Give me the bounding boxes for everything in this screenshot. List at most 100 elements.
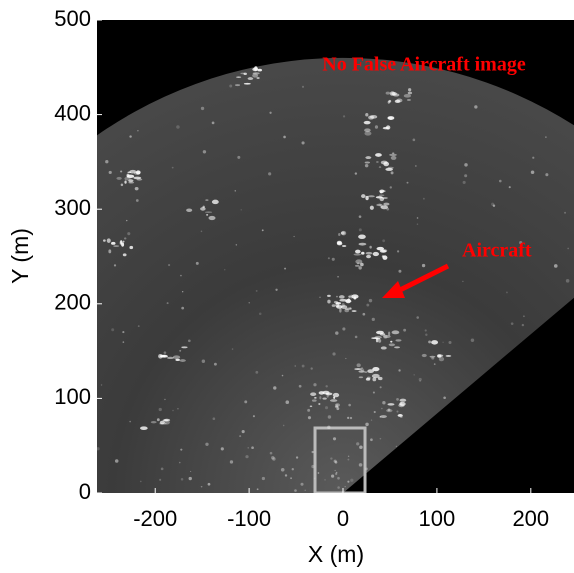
speckle: [462, 280, 464, 283]
speckle: [437, 354, 442, 358]
speckle: [212, 417, 216, 421]
speckle: [530, 170, 535, 174]
speckle: [358, 234, 366, 240]
speckle: [380, 415, 387, 418]
speckle: [359, 445, 363, 450]
speckle: [331, 257, 335, 261]
speckle: [311, 399, 317, 402]
speckle: [120, 170, 123, 173]
speckle: [129, 169, 137, 174]
speckle: [307, 416, 312, 420]
speckle: [62, 476, 64, 478]
speckle: [180, 478, 184, 481]
speckle: [387, 116, 391, 119]
speckle: [116, 176, 122, 180]
speckle: [134, 186, 139, 191]
speckle: [344, 485, 346, 488]
speckle: [275, 288, 278, 291]
speckle: [166, 302, 169, 305]
speckle: [110, 241, 116, 245]
speckle: [294, 489, 297, 492]
speckle: [220, 447, 224, 451]
speckle: [443, 396, 446, 400]
speckle: [396, 397, 399, 401]
speckle: [376, 161, 379, 163]
speckle: [382, 239, 386, 243]
speckle: [406, 181, 409, 184]
speckle: [365, 195, 369, 201]
speckle: [179, 349, 182, 352]
speckle: [364, 163, 369, 168]
speckle: [378, 194, 385, 197]
speckle: [342, 115, 346, 118]
speckle: [365, 467, 368, 471]
annotation-arrow: [394, 263, 450, 295]
speckle: [361, 251, 365, 255]
speckle: [365, 251, 373, 255]
speckle: [158, 407, 162, 412]
speckle: [387, 100, 390, 104]
speckle: [301, 85, 305, 88]
speckle: [380, 346, 387, 350]
speckle: [360, 262, 364, 267]
speckle: [129, 135, 132, 138]
speckle: [462, 180, 466, 184]
speckle: [366, 254, 372, 259]
speckle: [367, 195, 375, 198]
speckle: [344, 307, 352, 310]
speckle: [364, 161, 371, 164]
speckle: [381, 197, 388, 199]
speckle: [442, 341, 444, 344]
speckle: [421, 263, 426, 268]
speckle: [366, 303, 370, 307]
speckle: [358, 463, 363, 467]
speckle: [176, 125, 180, 129]
speckle: [378, 166, 382, 168]
speckle: [255, 370, 259, 374]
speckle: [338, 295, 345, 299]
speckle: [355, 249, 361, 254]
speckle: [419, 380, 422, 382]
speckle: [371, 317, 375, 322]
speckle: [137, 325, 140, 328]
speckle: [335, 472, 338, 476]
speckle: [335, 331, 339, 335]
speckle: [202, 150, 207, 154]
speckle: [365, 422, 369, 427]
speckle: [370, 438, 373, 442]
speckle: [254, 66, 258, 71]
speckle: [294, 365, 297, 367]
speckle: [204, 211, 213, 214]
speckle: [418, 377, 422, 381]
y-tick-label: 100: [54, 384, 91, 409]
speckle: [510, 322, 514, 325]
speckle: [108, 249, 112, 254]
speckle: [208, 215, 216, 221]
speckle: [474, 105, 478, 109]
speckle: [433, 363, 436, 365]
speckle: [108, 170, 112, 175]
speckle: [332, 437, 337, 441]
speckle: [329, 399, 338, 402]
speckle: [334, 460, 338, 464]
speckle: [332, 352, 336, 356]
speckle: [82, 368, 84, 370]
speckle: [97, 447, 100, 451]
speckle: [379, 415, 382, 418]
speckle: [340, 231, 345, 235]
speckle: [159, 420, 165, 425]
speckle: [519, 241, 523, 245]
speckle: [284, 474, 288, 477]
speckle: [1, 316, 3, 318]
speckle: [239, 435, 242, 438]
speckle: [187, 339, 191, 343]
speckle: [91, 276, 92, 277]
speckle: [365, 377, 371, 381]
annotation-arrowhead: [382, 281, 405, 298]
speckle: [567, 247, 569, 250]
speckle: [361, 194, 366, 199]
speckle: [166, 356, 174, 360]
speckle: [200, 230, 203, 233]
speckle: [255, 289, 258, 292]
